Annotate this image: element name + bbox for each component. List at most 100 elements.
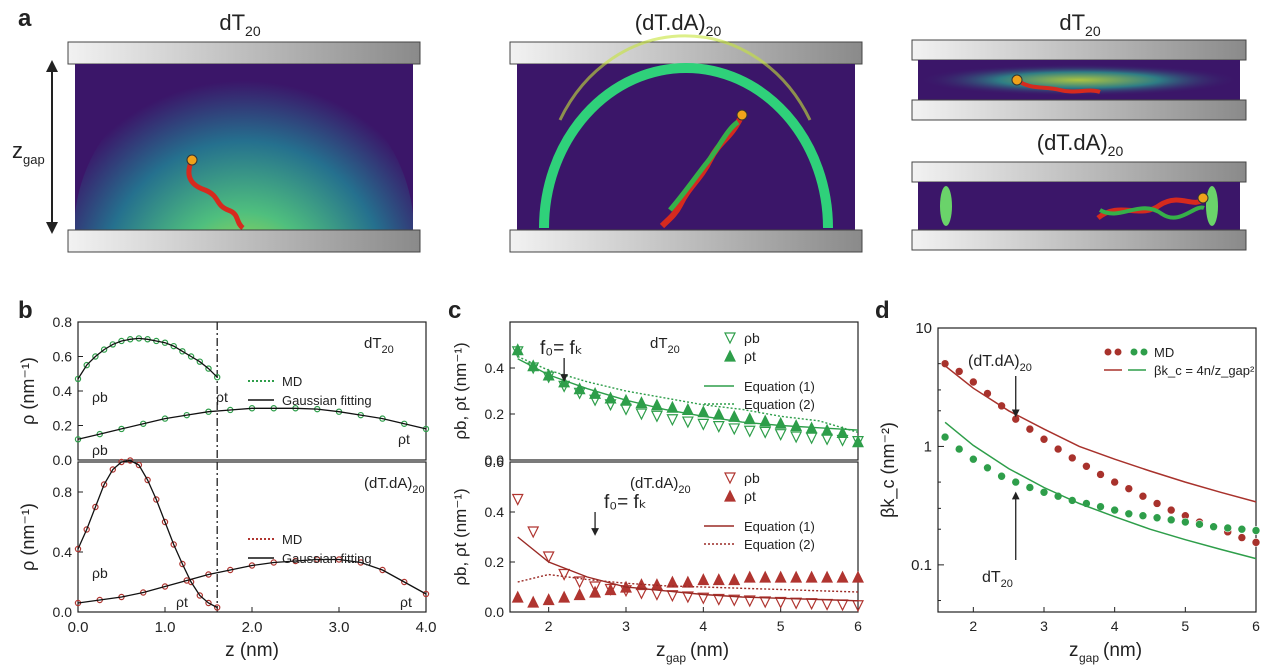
sim4-title: (dT.dA)20 (1037, 130, 1124, 159)
rho-t-marker (604, 583, 617, 596)
legend-md-red-dot (1104, 348, 1112, 356)
legend-md-green-dot (1140, 348, 1148, 356)
md-point (1166, 515, 1176, 525)
md-point (170, 541, 177, 548)
gaussian-fit-line (77, 558, 427, 604)
chart-b-bottom: 0.0 0.4 0.8 0.0 1.0 2.0 3.0 4.0 z (nm) ρ (nm⁻¹) (d… (18, 457, 436, 661)
md-point (205, 365, 212, 372)
rho-t-marker (573, 382, 586, 395)
md-point (1011, 477, 1021, 487)
legend-md-red-dot (1114, 348, 1122, 356)
md-point (92, 503, 99, 511)
panel-letter-b: b (18, 297, 33, 324)
rho-b-marker (697, 418, 710, 431)
md-point (1025, 424, 1035, 434)
rho-b-marker (743, 595, 756, 608)
x-axis-label-unit: (nm) (1103, 640, 1142, 661)
rho-t-marker (790, 419, 803, 432)
rho-b-marker (836, 599, 849, 612)
f0-equals-fk-label: f₀= fₖ (604, 492, 647, 513)
rho-t-marker (821, 423, 834, 436)
md-point (983, 463, 992, 473)
md-point (179, 348, 186, 355)
y-tick-label: 0.2 (485, 406, 505, 422)
md-point (401, 578, 408, 586)
legend-eq2-label: Equation (2) (744, 537, 815, 552)
sim4-strand-green (1098, 205, 1205, 220)
legend-fit-label: Gaussian fitting (282, 551, 372, 566)
md-point (109, 466, 117, 473)
dt-label: dT20 (982, 569, 1013, 590)
md-point (187, 353, 195, 360)
md-point (1237, 524, 1247, 534)
y-tick-label: 0.4 (485, 360, 505, 376)
md-point (153, 496, 160, 503)
legend-model-label: βk_c = 4n/z_gap² (1154, 363, 1255, 378)
rho-t-marker (805, 570, 818, 583)
sim1-tether-bead (186, 154, 198, 166)
md-point (1110, 477, 1119, 487)
y-tick-label: 10 (915, 320, 932, 337)
panel-letter-d: d (875, 297, 890, 324)
rho-t-label: ρt (398, 431, 410, 447)
sim1-title: dT20 (219, 10, 260, 39)
rho-b-marker (542, 551, 555, 564)
rho-t-marker (743, 570, 756, 583)
rho-t-marker (511, 590, 524, 603)
sim1-strand (186, 158, 245, 230)
rho-t-marker (774, 570, 787, 583)
rho-t-marker (852, 570, 864, 583)
x-axis-label-unit: (nm) (690, 640, 729, 661)
y-tick-label: 0.8 (53, 314, 73, 330)
md-point (1138, 491, 1148, 501)
md-point (170, 342, 177, 350)
x-axis-label: z (656, 640, 666, 661)
y-axis-label: ρ (nm⁻¹) (18, 503, 38, 571)
panel-curve-label: dT20 (650, 335, 680, 356)
x-tick-label: 6 (1252, 618, 1260, 634)
md-point (135, 461, 143, 469)
model-curve (944, 421, 1257, 560)
gaussian-fit-line (77, 407, 427, 440)
plot-frame (509, 321, 859, 461)
rho-t-marker (681, 575, 694, 588)
sim2-density-ring (539, 63, 833, 229)
legend-rho-t-label: ρt (744, 488, 756, 504)
rho-b-marker (821, 433, 834, 446)
x-tick-label: 6 (854, 618, 862, 634)
rho-b-marker (589, 581, 602, 594)
x-tick-label: 3 (1040, 618, 1048, 634)
rho-b-marker (774, 596, 787, 609)
y-tick-label: 0.2 (53, 418, 73, 434)
rho-t-marker (728, 573, 741, 586)
x-axis-label-sub: gap (666, 651, 686, 665)
md-point (92, 353, 99, 360)
md-point (1039, 434, 1049, 444)
sim4-bottom-plate (911, 229, 1247, 251)
md-point (422, 590, 430, 598)
sim4-strand-red (1096, 196, 1206, 221)
y-tick-label: 0.0 (53, 452, 73, 468)
legend-eq1-label: Equation (1) (744, 519, 815, 534)
md-point (1110, 505, 1119, 515)
gap-label: zgap (12, 138, 45, 167)
y-axis-label: ρb, ρt (nm⁻¹) (451, 488, 470, 585)
rho-b-marker (790, 431, 803, 444)
sim4-tether-bead (1197, 192, 1209, 204)
md-point (1082, 461, 1091, 471)
legend-md-green-dot (1130, 348, 1138, 356)
rho-b-marker (527, 526, 540, 539)
md-point (161, 583, 169, 590)
md-point (940, 359, 950, 368)
gaussian-fit-line (77, 459, 218, 609)
plot-frame (509, 461, 859, 613)
sim3-title: dT20 (1059, 10, 1100, 39)
rho-t-marker (836, 570, 849, 583)
y-tick-label: 0.4 (53, 383, 73, 399)
md-point (109, 341, 117, 348)
rho-b-marker (558, 568, 571, 581)
legend-md-label: MD (282, 532, 302, 547)
panel-curve-label: dT20 (364, 335, 394, 356)
y-axis-label: ρ (nm⁻¹) (18, 357, 38, 425)
rho-b-marker (650, 410, 663, 423)
